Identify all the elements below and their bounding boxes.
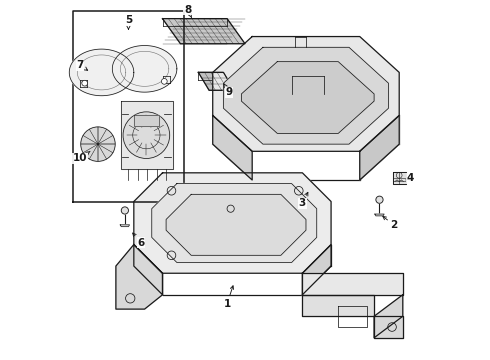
Polygon shape (223, 47, 389, 144)
Polygon shape (166, 194, 306, 255)
Circle shape (161, 78, 167, 84)
Polygon shape (213, 116, 252, 180)
Polygon shape (134, 244, 163, 295)
Circle shape (82, 80, 88, 86)
Polygon shape (242, 62, 374, 134)
Polygon shape (374, 316, 403, 338)
Polygon shape (198, 72, 234, 90)
Polygon shape (374, 295, 403, 338)
Polygon shape (112, 45, 177, 92)
Text: 8: 8 (184, 5, 192, 18)
Circle shape (376, 196, 383, 203)
Text: 9: 9 (224, 84, 232, 97)
Polygon shape (393, 172, 406, 184)
Polygon shape (134, 116, 159, 126)
Polygon shape (152, 184, 317, 262)
Text: 3: 3 (299, 192, 308, 208)
Polygon shape (302, 244, 331, 295)
Polygon shape (134, 173, 331, 273)
Polygon shape (360, 116, 399, 180)
Polygon shape (69, 49, 134, 96)
Circle shape (123, 112, 170, 158)
Text: 6: 6 (133, 233, 145, 248)
Polygon shape (375, 214, 384, 216)
Text: 7: 7 (76, 60, 88, 70)
Polygon shape (122, 101, 173, 169)
Polygon shape (213, 37, 399, 151)
Polygon shape (302, 295, 374, 316)
Polygon shape (73, 12, 184, 202)
Text: 10: 10 (73, 151, 90, 163)
Circle shape (122, 207, 128, 214)
Polygon shape (302, 273, 403, 295)
Polygon shape (163, 19, 245, 44)
Text: 5: 5 (125, 15, 132, 29)
Text: 4: 4 (406, 173, 414, 183)
Text: 2: 2 (383, 216, 397, 230)
Polygon shape (116, 244, 163, 309)
Text: 1: 1 (223, 286, 234, 309)
Circle shape (81, 127, 115, 161)
Polygon shape (120, 225, 129, 226)
